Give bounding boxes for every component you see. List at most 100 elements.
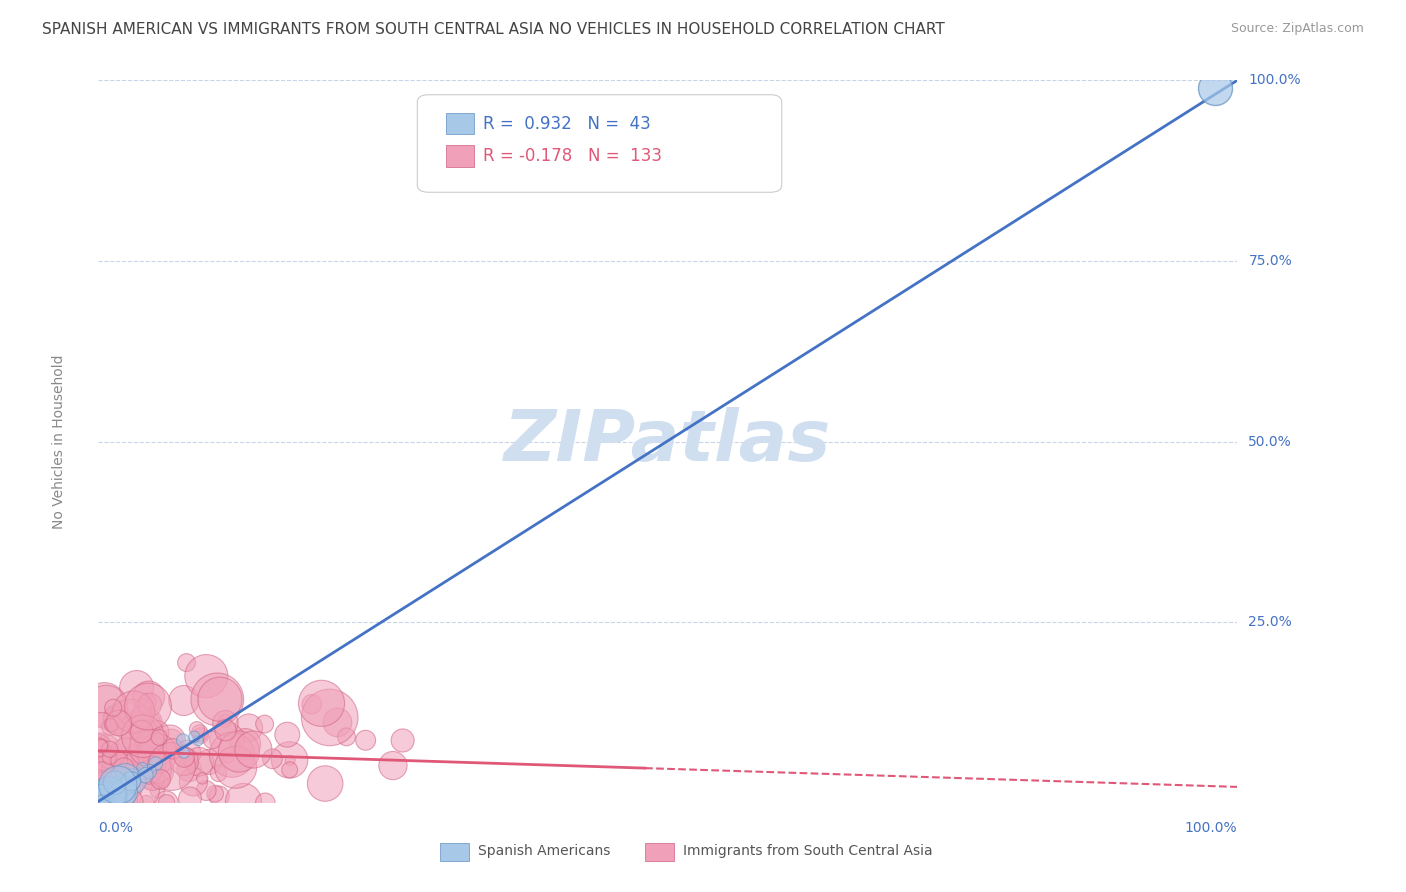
Point [149,772,172,787]
Point [87,739,110,753]
Point [124,783,146,797]
Point [114,772,136,786]
Point [214,716,236,731]
Point [217,750,239,764]
Point [120,774,142,789]
Point [104,782,127,797]
Point [138,764,160,779]
Point [148,731,170,745]
Point [136,699,159,714]
FancyBboxPatch shape [645,843,673,861]
Point [214,714,236,728]
Point [214,723,236,738]
Point [91,788,114,802]
Point [108,764,131,778]
Point [190,729,212,743]
Text: No Vehicles in Household: No Vehicles in Household [52,354,66,529]
Point [94,785,117,799]
Point [103,701,125,715]
Text: Immigrants from South Central Asia: Immigrants from South Central Asia [683,844,932,858]
Point [142,763,165,777]
Point [129,758,152,772]
Point [105,705,128,719]
Point [91,791,114,805]
Point [139,698,162,712]
Point [112,755,135,769]
Point [108,784,131,798]
Point [98,750,121,764]
Text: 25.0%: 25.0% [1249,615,1292,629]
Point [122,774,145,789]
Point [129,708,152,723]
Point [146,725,169,739]
Point [112,767,135,781]
FancyBboxPatch shape [418,95,782,193]
Point [108,754,131,768]
Point [155,796,177,810]
Point [93,790,115,805]
Point [145,756,167,771]
Point [160,759,183,773]
Point [100,789,122,803]
Point [278,763,301,777]
Point [112,761,135,775]
Point [107,778,129,792]
Point [90,785,112,799]
Point [173,750,195,764]
Point [136,722,159,736]
Text: 100.0%: 100.0% [1185,821,1237,835]
Text: SPANISH AMERICAN VS IMMIGRANTS FROM SOUTH CENTRAL ASIA NO VEHICLES IN HOUSEHOLD : SPANISH AMERICAN VS IMMIGRANTS FROM SOUT… [42,22,945,37]
Point [93,734,115,748]
Point [173,746,195,760]
Point [354,733,377,747]
Point [131,761,153,775]
Point [191,772,214,786]
Point [90,734,112,748]
Point [262,752,284,766]
Point [228,745,250,759]
Point [112,714,135,728]
Point [188,726,211,740]
Point [121,757,143,772]
Point [301,698,323,712]
Point [124,756,146,770]
FancyBboxPatch shape [446,112,474,135]
Point [107,712,129,726]
Point [335,730,357,744]
Point [142,736,165,750]
Point [114,779,136,793]
Point [177,746,200,760]
Point [90,739,112,753]
Point [91,796,114,810]
Point [160,733,183,747]
Point [131,712,153,726]
Point [103,710,125,724]
Point [183,730,205,744]
Point [93,796,115,810]
Point [195,669,218,683]
Point [91,768,114,782]
Point [139,757,162,772]
Point [118,712,141,726]
Point [183,775,205,789]
Point [167,747,190,761]
Point [94,699,117,714]
Point [233,737,256,751]
Point [276,728,298,742]
Point [94,750,117,764]
Text: ZIPatlas: ZIPatlas [505,407,831,476]
Point [208,789,231,803]
Point [188,755,211,769]
Point [132,701,155,715]
Text: 75.0%: 75.0% [1249,254,1292,268]
Point [326,715,349,730]
Point [177,762,200,776]
Point [87,740,110,755]
Text: 0.0%: 0.0% [98,821,134,835]
Point [112,789,135,804]
Point [254,796,277,810]
Point [117,763,139,777]
Point [115,748,138,763]
FancyBboxPatch shape [446,145,474,167]
Point [93,698,115,712]
